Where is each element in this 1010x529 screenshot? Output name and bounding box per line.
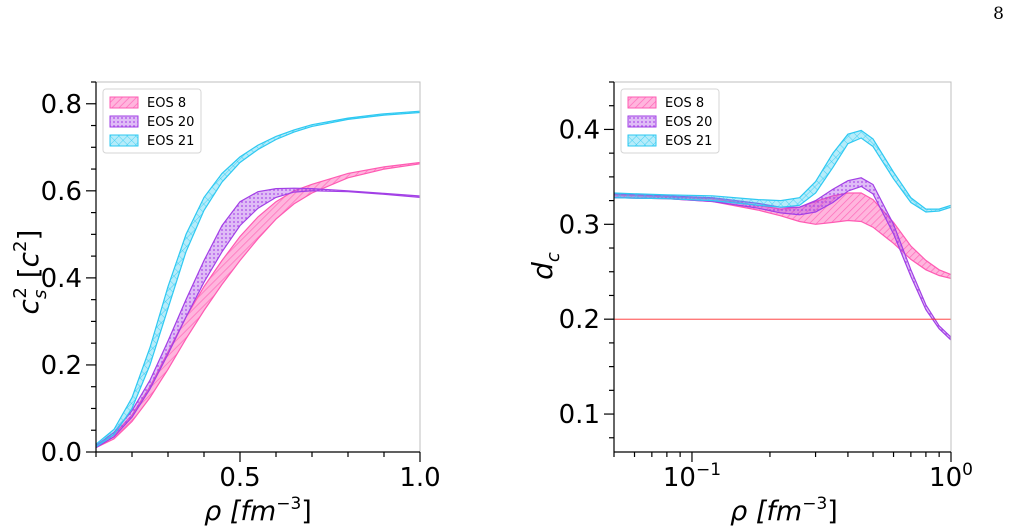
y-tick-label: 0.6 bbox=[41, 177, 82, 207]
legend-entry: EOS 20 bbox=[109, 115, 194, 130]
legend: EOS 8 EOS 20 EOS 21 bbox=[102, 88, 202, 154]
x-tick-label: 0.5 bbox=[219, 463, 260, 493]
band-hatch bbox=[614, 193, 951, 279]
y-tick-label: 0.0 bbox=[41, 438, 82, 468]
left-panel: 0.0 0.2 0.4 0.6 0.8 0.5 1.0 EOS 8 EOS 20 EOS 21 ρ… bbox=[10, 81, 441, 527]
legend-entry: EOS 8 bbox=[109, 96, 186, 111]
left-ylabel: cs2 [c2] bbox=[10, 230, 51, 315]
legend-entry: EOS 20 bbox=[627, 115, 712, 130]
left-axes: 0.0 0.2 0.4 0.6 0.8 0.5 1.0 EOS 8 EOS 20 EOS 21 bbox=[41, 81, 441, 493]
legend-label: EOS 21 bbox=[147, 134, 194, 149]
x-tick-label: 100 bbox=[929, 460, 973, 493]
band-lower-line bbox=[95, 190, 421, 449]
y-tick-label: 0.3 bbox=[559, 210, 600, 240]
legend-label: EOS 8 bbox=[147, 96, 186, 111]
band-hatch bbox=[614, 177, 951, 341]
band-eos-21 bbox=[613, 129, 952, 213]
legend-swatch-hatch bbox=[628, 97, 656, 108]
legend-label: EOS 20 bbox=[147, 115, 194, 130]
right-xlabel: ρ [fm−3] bbox=[730, 494, 838, 527]
legend-label: EOS 8 bbox=[665, 96, 704, 111]
right-bands bbox=[613, 129, 952, 341]
band-eos-21 bbox=[95, 110, 421, 448]
legend-label: EOS 21 bbox=[665, 134, 712, 149]
right-panel: 0.1 0.2 0.3 0.4 10−1 100 EOS 8 EOS 20 EOS 21 ρ [… bbox=[526, 81, 973, 527]
legend-entry: EOS 21 bbox=[109, 134, 194, 149]
band-upper-line bbox=[95, 110, 421, 445]
band-lower-line bbox=[613, 185, 952, 341]
y-tick-label: 0.2 bbox=[41, 351, 82, 381]
y-tick-label: 0.2 bbox=[559, 305, 600, 335]
left-bands bbox=[95, 110, 421, 449]
legend-entry: EOS 8 bbox=[627, 96, 704, 111]
legend-swatch-hatch bbox=[110, 97, 138, 108]
legend-swatch-hatch bbox=[110, 116, 138, 127]
legend: EOS 8 EOS 20 EOS 21 bbox=[620, 88, 720, 154]
band-lower-line bbox=[613, 137, 952, 213]
x-tick-label: 10−1 bbox=[663, 460, 721, 493]
y-tick-label: 0.8 bbox=[41, 90, 82, 120]
legend-swatch-hatch bbox=[628, 116, 656, 127]
legend-swatch-hatch bbox=[628, 135, 656, 146]
band-upper-line bbox=[613, 129, 952, 210]
x-tick-label: 1.0 bbox=[399, 463, 440, 493]
band-lower-line bbox=[95, 163, 421, 449]
y-tick-label: 0.1 bbox=[559, 400, 600, 430]
legend-entry: EOS 21 bbox=[627, 134, 712, 149]
right-axes: 0.1 0.2 0.3 0.4 10−1 100 EOS 8 EOS 20 EOS 21 bbox=[559, 81, 973, 493]
y-tick-label: 0.4 bbox=[559, 115, 600, 145]
band-lower-line bbox=[613, 197, 952, 279]
y-tick-label: 0.4 bbox=[41, 264, 82, 294]
band-lower-line bbox=[95, 111, 421, 448]
band-upper-line bbox=[95, 187, 421, 446]
band-eos-20 bbox=[95, 187, 421, 449]
right-ylabel: dc bbox=[526, 252, 564, 280]
legend-swatch-hatch bbox=[110, 135, 138, 146]
legend-label: EOS 20 bbox=[665, 115, 712, 130]
band-hatch bbox=[614, 130, 951, 212]
page-number: 8 bbox=[993, 4, 1004, 24]
left-xlabel: ρ [fm−3] bbox=[204, 494, 312, 527]
